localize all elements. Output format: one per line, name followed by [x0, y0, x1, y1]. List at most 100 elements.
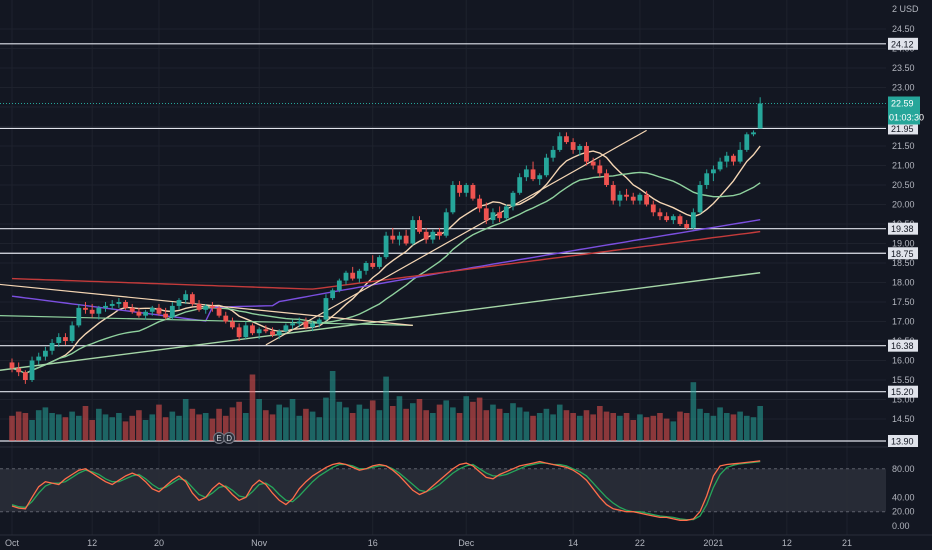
volume-bar	[122, 421, 129, 441]
volume-bar	[463, 396, 470, 441]
level-price-tag[interactable]	[888, 339, 918, 352]
candle-body	[477, 198, 482, 209]
candle-body	[570, 142, 576, 150]
volume-bar	[182, 399, 189, 441]
candle-body	[296, 321, 302, 324]
price-tick-label: 17.00	[892, 317, 915, 327]
volume-bar	[683, 413, 690, 441]
price-axis[interactable]: 2 USD24.5024.0023.5023.0022.5022.0021.50…	[888, 0, 932, 550]
level-price-tag[interactable]	[888, 385, 918, 398]
candle-body	[550, 149, 556, 158]
volume-bar	[563, 410, 570, 441]
candle-body	[624, 194, 629, 197]
trendline-lower	[0, 315, 413, 326]
level-price-tag[interactable]	[888, 122, 918, 135]
volume-bar	[450, 407, 456, 441]
volume-bar	[216, 408, 222, 441]
candle-body	[564, 136, 569, 143]
candle-body	[16, 368, 22, 373]
volume-bar	[383, 376, 389, 441]
ma-200-line	[11, 230, 761, 290]
candle-body	[677, 216, 683, 224]
candle-body	[557, 136, 563, 150]
volume-bar	[677, 411, 683, 441]
level-price-text: 16.38	[891, 341, 914, 351]
candle-body	[390, 235, 396, 240]
candle-body	[443, 212, 449, 236]
candle-body	[417, 220, 422, 232]
candle-body	[537, 175, 543, 180]
candle-body	[684, 224, 690, 228]
level-price-tag[interactable]	[888, 247, 918, 260]
level-price-tag[interactable]	[888, 222, 918, 235]
price-tick-label: 20.00	[892, 200, 915, 210]
candle-body	[430, 231, 436, 240]
candle-body	[584, 146, 589, 162]
volume-bar	[690, 382, 697, 441]
candle-body	[123, 302, 128, 308]
candle-body	[711, 169, 716, 174]
candle-body	[83, 307, 88, 310]
stoch-tick-label: 40.00	[892, 492, 915, 502]
volume-bar	[710, 415, 717, 441]
event-badge[interactable]	[223, 432, 236, 444]
grid-layer	[0, 0, 886, 535]
candle-body	[744, 134, 750, 150]
volume-bar	[102, 414, 109, 441]
time-tick-label: 12	[87, 538, 97, 548]
candle-body	[457, 185, 462, 193]
candle-body	[704, 173, 710, 185]
volume-bar	[410, 403, 416, 441]
level-price-tag[interactable]	[888, 37, 918, 50]
candlesticks	[9, 97, 763, 384]
volume-bar	[35, 410, 42, 441]
volume-bar	[329, 371, 336, 441]
candle-body	[731, 155, 736, 162]
candle-body	[223, 315, 229, 322]
volume-bar	[336, 401, 343, 441]
volume-bar	[496, 408, 503, 441]
trendline-rising	[265, 129, 647, 346]
volume-bar	[523, 411, 530, 441]
last-price-tag[interactable]	[888, 96, 920, 125]
stoch-tick-label: 80.00	[892, 464, 915, 474]
volume-bar	[82, 406, 89, 441]
volume-bar	[396, 396, 403, 441]
candle-body	[697, 185, 703, 213]
volume-bar	[436, 404, 443, 441]
candle-body	[29, 360, 35, 380]
candle-body	[664, 216, 670, 221]
candle-body	[63, 337, 68, 341]
level-price-text: 19.38	[891, 224, 914, 234]
candle-body	[303, 321, 309, 328]
candle-body	[757, 103, 763, 129]
candle-body	[263, 329, 269, 332]
level-price-tag[interactable]	[888, 435, 918, 447]
volume-bar	[196, 414, 202, 441]
volume-bar	[597, 406, 603, 441]
volume-bar	[543, 408, 550, 441]
time-tick-label: 12	[782, 538, 792, 548]
volume-bar	[650, 415, 657, 441]
candle-body	[751, 132, 756, 135]
candle-body	[169, 305, 175, 318]
volume-bar	[55, 414, 62, 441]
candle-body	[189, 294, 195, 304]
time-axis[interactable]: Oct 12 20 Nov 16 Dec 14 22 2021 12 21	[0, 534, 932, 548]
volume-bar	[222, 415, 229, 441]
countdown-text: 01:03:30	[889, 112, 924, 122]
time-tick-label: 20	[154, 538, 164, 548]
volume-bar	[470, 401, 476, 441]
candle-body	[370, 263, 376, 267]
stochastic-panel	[0, 446, 932, 521]
volume-bar	[169, 411, 176, 441]
volume-bar	[249, 374, 256, 441]
volume-bar	[303, 408, 309, 441]
candle-body	[9, 362, 15, 369]
candle-body	[22, 372, 28, 380]
volume-bar	[263, 410, 269, 441]
stoch-k-line	[11, 460, 761, 521]
volume-bar	[149, 414, 156, 441]
